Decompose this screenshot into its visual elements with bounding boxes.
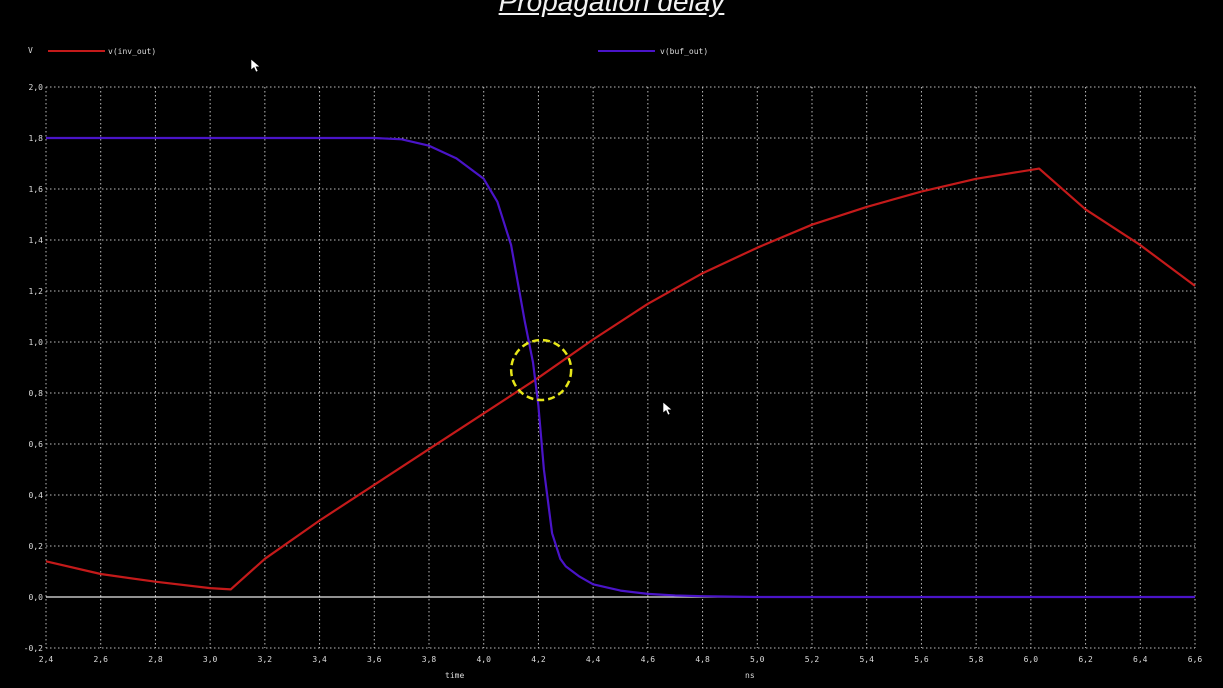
y-tick-label: 1,4 [29, 236, 44, 245]
x-tick-label: 6,4 [1133, 655, 1148, 664]
x-tick-label: 4,0 [476, 655, 491, 664]
y-tick-label: 0,8 [29, 389, 44, 398]
y-tick-label: 0,0 [29, 593, 44, 602]
x-tick-label: 5,8 [969, 655, 984, 664]
x-tick-label: 4,4 [586, 655, 601, 664]
series-group [45, 136, 1196, 599]
x-tick-label: 4,2 [531, 655, 546, 664]
page-title: Propagation delay [498, 0, 725, 17]
y-tick-label: -0,2 [24, 644, 43, 653]
y-tick-label: 1,2 [29, 287, 44, 296]
y-tick-label: 0,2 [29, 542, 44, 551]
y-tick-label: 1,0 [29, 338, 44, 347]
x-tick-label: 5,2 [805, 655, 820, 664]
x-tick-label: 3,0 [203, 655, 218, 664]
annotation-group [509, 338, 573, 402]
x-axis-label: time [445, 671, 464, 680]
x-tick-label: 4,8 [695, 655, 710, 664]
mouse-cursor-icon [250, 58, 261, 73]
x-tick-label: 3,6 [367, 655, 382, 664]
y-tick-label: 1,8 [29, 134, 44, 143]
y-tick-label: 2,0 [29, 83, 44, 92]
x-tick-label: 5,0 [750, 655, 765, 664]
x-tick-labels: 2,4 2,6 2,8 3,0 3,2 3,4 3,6 3,8 4,0 4,2 4,4 4,6 4,8 5… [39, 655, 1203, 664]
y-axis-unit-label: V [28, 46, 33, 55]
x-tick-label: 2,6 [93, 655, 108, 664]
x-tick-label: 6,6 [1188, 655, 1203, 664]
x-tick-label: 4,6 [641, 655, 656, 664]
series-line-v-buf-out[interactable] [46, 136, 1195, 599]
x-tick-label: 3,2 [258, 655, 273, 664]
crossing-highlight-circle [509, 338, 573, 402]
series-line-v-inv-out[interactable] [45, 167, 1196, 591]
y-tick-label: 1,6 [29, 185, 44, 194]
x-tick-label: 2,4 [39, 655, 54, 664]
x-tick-label: 3,4 [312, 655, 327, 664]
y-tick-label: 0,4 [29, 491, 44, 500]
x-tick-label: 6,0 [1024, 655, 1039, 664]
x-axis-unit-label: ns [745, 671, 755, 680]
x-tick-label: 5,4 [859, 655, 874, 664]
x-tick-label: 2,8 [148, 655, 163, 664]
grid [45, 86, 1196, 649]
legend-label-buf-out[interactable]: v(buf_out) [660, 47, 708, 56]
y-tick-labels: 2,0 1,8 1,6 1,4 1,2 1,0 0,8 0,6 0,4 0,2 0,0 -0,2 [24, 83, 43, 653]
x-tick-label: 5,6 [914, 655, 929, 664]
legend-label-inv-out[interactable]: v(inv_out) [108, 47, 156, 56]
mouse-cursor-icon [662, 401, 673, 416]
x-tick-label: 6,2 [1078, 655, 1093, 664]
y-tick-label: 0,6 [29, 440, 44, 449]
x-tick-label: 3,8 [422, 655, 437, 664]
